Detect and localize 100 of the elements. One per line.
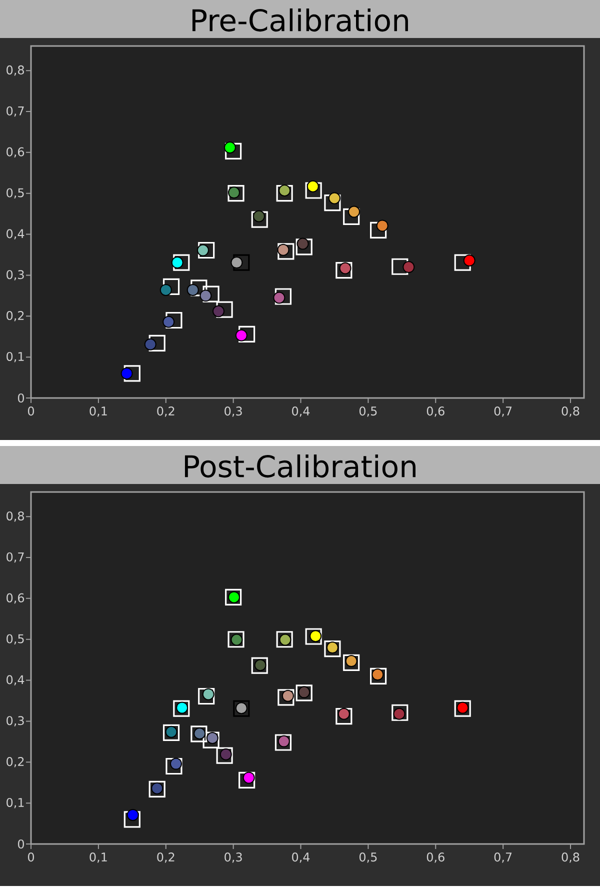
point bbox=[126, 808, 139, 821]
point bbox=[454, 700, 471, 717]
x-tick-label: 0 bbox=[28, 406, 34, 416]
point bbox=[124, 811, 140, 828]
point bbox=[276, 185, 293, 202]
point bbox=[345, 655, 358, 668]
x-tick-label: 0,8 bbox=[562, 852, 580, 863]
point bbox=[120, 367, 133, 380]
x-tick-label: 0,7 bbox=[494, 406, 512, 417]
point bbox=[370, 668, 387, 684]
point bbox=[298, 686, 310, 698]
x-tick-label: 0,1 bbox=[90, 852, 107, 863]
point bbox=[305, 628, 322, 645]
point bbox=[151, 782, 164, 794]
point bbox=[328, 192, 340, 204]
point bbox=[370, 222, 387, 238]
point bbox=[273, 292, 286, 304]
point bbox=[296, 684, 312, 702]
point bbox=[277, 244, 290, 256]
point bbox=[173, 700, 190, 717]
x-tick-label: 0,3 bbox=[224, 852, 242, 863]
point bbox=[196, 244, 209, 256]
x-tick-label: 0,8 bbox=[562, 406, 580, 417]
point bbox=[336, 708, 352, 725]
point bbox=[162, 316, 175, 328]
y-tick-label: 0 bbox=[18, 839, 24, 849]
y-tick-label: 0,1 bbox=[6, 798, 24, 808]
point bbox=[278, 184, 291, 196]
point bbox=[148, 780, 166, 798]
x-tick-label: 0,7 bbox=[494, 852, 512, 863]
y-tick-label: 0,5 bbox=[6, 634, 24, 644]
y-tick-label: 0,4 bbox=[6, 229, 24, 240]
point bbox=[252, 210, 265, 222]
point bbox=[254, 659, 266, 672]
x-tick-label: 0,5 bbox=[359, 406, 377, 417]
point bbox=[228, 186, 240, 199]
x-tick-label: 0,4 bbox=[292, 852, 310, 863]
point bbox=[230, 634, 243, 646]
point bbox=[176, 702, 188, 714]
point bbox=[216, 747, 233, 764]
point bbox=[324, 194, 341, 212]
point bbox=[224, 142, 236, 154]
point bbox=[402, 261, 415, 274]
y-tick-label: 0,4 bbox=[6, 675, 24, 686]
point bbox=[220, 748, 232, 760]
point bbox=[326, 642, 338, 654]
point bbox=[166, 758, 182, 775]
y-tick-label: 0 bbox=[18, 393, 24, 403]
point bbox=[228, 631, 244, 648]
point bbox=[171, 256, 184, 269]
point bbox=[202, 732, 220, 748]
point bbox=[160, 284, 172, 296]
point bbox=[165, 726, 178, 738]
point bbox=[200, 290, 212, 302]
point bbox=[306, 180, 319, 192]
point bbox=[282, 690, 294, 702]
x-tick-label: 0,5 bbox=[359, 852, 377, 863]
point bbox=[235, 329, 248, 342]
x-tick-label: 0,1 bbox=[90, 406, 107, 417]
point bbox=[339, 262, 352, 274]
y-tick-label: 0,3 bbox=[6, 716, 24, 726]
point bbox=[162, 278, 180, 295]
y-tick-label: 0,6 bbox=[6, 147, 24, 158]
x-tick-label: 0,2 bbox=[157, 406, 174, 417]
point bbox=[212, 305, 224, 318]
y-tick-label: 0,1 bbox=[6, 352, 24, 362]
point bbox=[251, 657, 268, 674]
point bbox=[305, 182, 322, 199]
point bbox=[238, 772, 256, 788]
x-tick-label: 0,6 bbox=[426, 852, 444, 863]
y-tick-label: 0,6 bbox=[6, 593, 24, 604]
point bbox=[198, 688, 215, 705]
point bbox=[276, 631, 293, 648]
point bbox=[338, 708, 350, 720]
point bbox=[274, 288, 292, 305]
point bbox=[278, 689, 294, 706]
point bbox=[463, 254, 476, 266]
point bbox=[336, 262, 352, 279]
point bbox=[170, 758, 182, 770]
point bbox=[372, 668, 384, 681]
point bbox=[393, 708, 406, 720]
point bbox=[251, 211, 268, 228]
chart-title: Pre-Calibration bbox=[192, 8, 408, 32]
y-tick-label: 0,3 bbox=[6, 270, 24, 280]
point bbox=[233, 254, 250, 271]
point bbox=[454, 254, 471, 271]
x-tick-label: 0,6 bbox=[426, 406, 444, 417]
point bbox=[198, 242, 215, 259]
point bbox=[206, 732, 218, 744]
point bbox=[278, 243, 294, 260]
point bbox=[230, 256, 243, 269]
point bbox=[225, 142, 242, 160]
point bbox=[186, 284, 199, 296]
y-tick-label: 0,7 bbox=[6, 552, 24, 563]
x-tick-label: 0,4 bbox=[292, 406, 310, 417]
x-tick-label: 0,2 bbox=[157, 852, 174, 863]
point bbox=[202, 688, 214, 700]
point bbox=[456, 702, 469, 714]
point bbox=[343, 654, 360, 671]
point bbox=[392, 704, 408, 721]
